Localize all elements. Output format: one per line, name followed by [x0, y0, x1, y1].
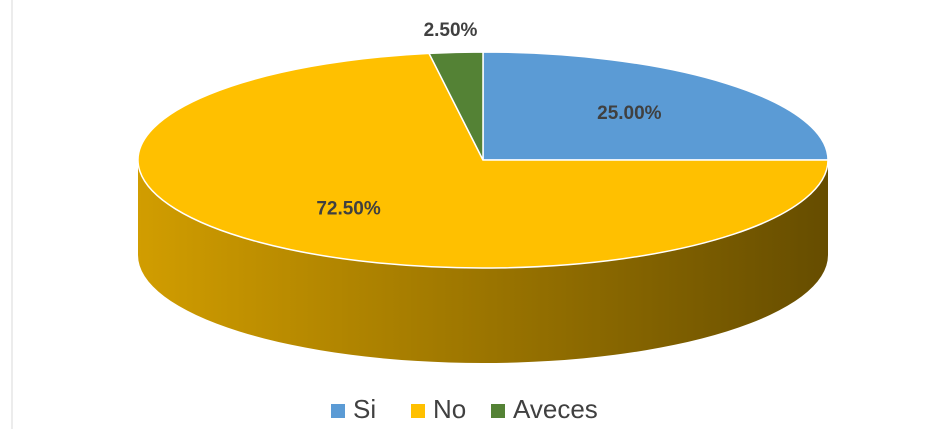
pie-side	[138, 160, 828, 363]
data-label: 2.50%	[424, 20, 478, 41]
legend-swatch	[411, 404, 425, 418]
pie-slice	[482, 51, 829, 161]
legend-label: Si	[353, 394, 376, 424]
pie-slice	[137, 52, 829, 269]
legend-label: No	[433, 394, 466, 424]
legend-label: Aveces	[513, 394, 598, 424]
legend-swatch	[331, 404, 345, 418]
legend-swatch	[491, 404, 505, 418]
pie-slice	[427, 51, 484, 161]
data-label: 25.00%	[597, 103, 662, 124]
data-label: 72.50%	[316, 198, 381, 219]
